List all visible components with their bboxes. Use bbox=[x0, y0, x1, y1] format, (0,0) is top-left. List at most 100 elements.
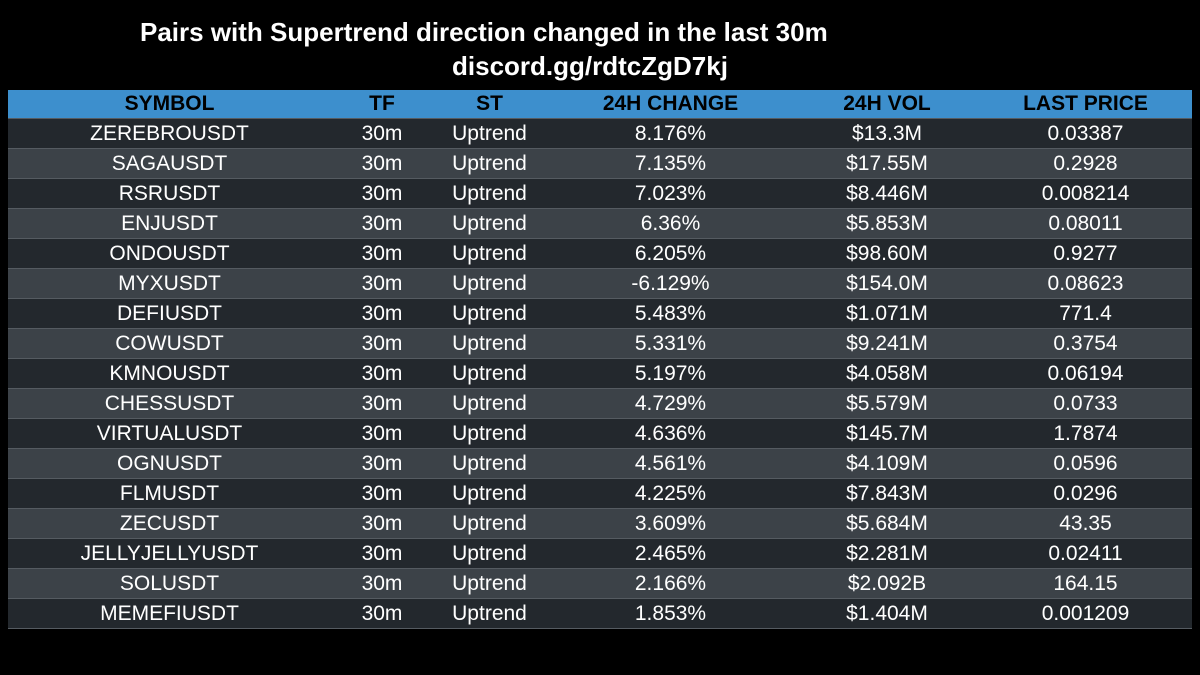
cell-24h-change: 7.023% bbox=[546, 178, 795, 209]
cell-last-price: 0.06194 bbox=[979, 358, 1192, 389]
cell-tf: 30m bbox=[331, 268, 433, 299]
discord-link-text: discord.gg/rdtcZgD7kj bbox=[452, 51, 728, 81]
table-row: KMNOUSDT 30m Uptrend 5.197% $4.058M 0.06194 bbox=[8, 358, 1192, 389]
cell-st: Uptrend bbox=[433, 358, 546, 389]
cell-tf: 30m bbox=[331, 508, 433, 539]
cell-24h-vol: $2.092B bbox=[795, 568, 979, 599]
cell-tf: 30m bbox=[331, 358, 433, 389]
cell-tf: 30m bbox=[331, 388, 433, 419]
table-row: OGNUSDT 30m Uptrend 4.561% $4.109M 0.0596 bbox=[8, 448, 1192, 479]
cell-symbol: SAGAUSDT bbox=[8, 148, 331, 179]
cell-st: Uptrend bbox=[433, 148, 546, 179]
cell-24h-vol: $4.058M bbox=[795, 358, 979, 389]
column-header-symbol: SYMBOL bbox=[8, 90, 331, 119]
cell-last-price: 0.02411 bbox=[979, 538, 1192, 569]
cell-24h-vol: $2.281M bbox=[795, 538, 979, 569]
cell-last-price: 43.35 bbox=[979, 508, 1192, 539]
cell-24h-change: 5.197% bbox=[546, 358, 795, 389]
cell-24h-vol: $13.3M bbox=[795, 118, 979, 149]
cell-24h-vol: $1.071M bbox=[795, 298, 979, 329]
table-row: COWUSDT 30m Uptrend 5.331% $9.241M 0.3754 bbox=[8, 328, 1192, 359]
cell-symbol: MEMEFIUSDT bbox=[8, 598, 331, 629]
cell-st: Uptrend bbox=[433, 478, 546, 509]
cell-24h-change: 4.729% bbox=[546, 388, 795, 419]
cell-st: Uptrend bbox=[433, 118, 546, 149]
cell-st: Uptrend bbox=[433, 208, 546, 239]
table-row: SAGAUSDT 30m Uptrend 7.135% $17.55M 0.2928 bbox=[8, 148, 1192, 179]
cell-last-price: 0.08623 bbox=[979, 268, 1192, 299]
column-header-last-price: LAST PRICE bbox=[979, 90, 1192, 119]
table-row: DEFIUSDT 30m Uptrend 5.483% $1.071M 771.4 bbox=[8, 298, 1192, 329]
cell-st: Uptrend bbox=[433, 178, 546, 209]
cell-symbol: COWUSDT bbox=[8, 328, 331, 359]
table-row: ENJUSDT 30m Uptrend 6.36% $5.853M 0.08011 bbox=[8, 208, 1192, 239]
cell-symbol: MYXUSDT bbox=[8, 268, 331, 299]
cell-24h-change: 3.609% bbox=[546, 508, 795, 539]
column-header-24h-vol: 24H VOL bbox=[795, 90, 979, 119]
cell-24h-vol: $4.109M bbox=[795, 448, 979, 479]
cell-st: Uptrend bbox=[433, 418, 546, 449]
cell-symbol: ZEREBROUSDT bbox=[8, 118, 331, 149]
cell-symbol: SOLUSDT bbox=[8, 568, 331, 599]
cell-24h-change: 2.465% bbox=[546, 538, 795, 569]
cell-24h-change: 5.483% bbox=[546, 298, 795, 329]
cell-tf: 30m bbox=[331, 598, 433, 629]
cell-last-price: 0.03387 bbox=[979, 118, 1192, 149]
cell-24h-change: 1.853% bbox=[546, 598, 795, 629]
cell-symbol: ENJUSDT bbox=[8, 208, 331, 239]
cell-last-price: 0.0733 bbox=[979, 388, 1192, 419]
cell-tf: 30m bbox=[331, 178, 433, 209]
cell-24h-vol: $154.0M bbox=[795, 268, 979, 299]
cell-symbol: OGNUSDT bbox=[8, 448, 331, 479]
cell-tf: 30m bbox=[331, 148, 433, 179]
cell-24h-vol: $9.241M bbox=[795, 328, 979, 359]
table-body: ZEREBROUSDT 30m Uptrend 8.176% $13.3M 0.03387… bbox=[8, 118, 1192, 629]
cell-symbol: ZECUSDT bbox=[8, 508, 331, 539]
cell-last-price: 0.2928 bbox=[979, 148, 1192, 179]
column-header-st: ST bbox=[433, 90, 546, 119]
column-header-24h-change: 24H CHANGE bbox=[546, 90, 795, 119]
cell-tf: 30m bbox=[331, 238, 433, 269]
cell-24h-vol: $5.684M bbox=[795, 508, 979, 539]
cell-st: Uptrend bbox=[433, 508, 546, 539]
table-row: JELLYJELLYUSDT 30m Uptrend 2.465% $2.281M 0.0… bbox=[8, 538, 1192, 569]
cell-symbol: ONDOUSDT bbox=[8, 238, 331, 269]
cell-st: Uptrend bbox=[433, 298, 546, 329]
cell-symbol: DEFIUSDT bbox=[8, 298, 331, 329]
cell-symbol: CHESSUSDT bbox=[8, 388, 331, 419]
cell-24h-change: 2.166% bbox=[546, 568, 795, 599]
table-header-row: SYMBOL TF ST 24H CHANGE 24H VOL LAST PRI… bbox=[8, 90, 1192, 119]
cell-last-price: 771.4 bbox=[979, 298, 1192, 329]
cell-tf: 30m bbox=[331, 418, 433, 449]
cell-tf: 30m bbox=[331, 478, 433, 509]
table-row: ZECUSDT 30m Uptrend 3.609% $5.684M 43.35 bbox=[8, 508, 1192, 539]
cell-24h-change: 8.176% bbox=[546, 118, 795, 149]
cell-tf: 30m bbox=[331, 118, 433, 149]
cell-24h-change: 4.225% bbox=[546, 478, 795, 509]
table-row: MYXUSDT 30m Uptrend -6.129% $154.0M 0.08623 bbox=[8, 268, 1192, 299]
cell-st: Uptrend bbox=[433, 538, 546, 569]
cell-symbol: VIRTUALUSDT bbox=[8, 418, 331, 449]
cell-tf: 30m bbox=[331, 328, 433, 359]
cell-24h-vol: $7.843M bbox=[795, 478, 979, 509]
cell-24h-change: 6.205% bbox=[546, 238, 795, 269]
cell-24h-vol: $17.55M bbox=[795, 148, 979, 179]
cell-24h-change: 7.135% bbox=[546, 148, 795, 179]
cell-symbol: RSRUSDT bbox=[8, 178, 331, 209]
cell-24h-vol: $8.446M bbox=[795, 178, 979, 209]
cell-symbol: FLMUSDT bbox=[8, 478, 331, 509]
cell-st: Uptrend bbox=[433, 268, 546, 299]
cell-last-price: 0.3754 bbox=[979, 328, 1192, 359]
cell-last-price: 0.0596 bbox=[979, 448, 1192, 479]
cell-tf: 30m bbox=[331, 538, 433, 569]
cell-last-price: 164.15 bbox=[979, 568, 1192, 599]
cell-last-price: 0.008214 bbox=[979, 178, 1192, 209]
cell-symbol: KMNOUSDT bbox=[8, 358, 331, 389]
table-row: RSRUSDT 30m Uptrend 7.023% $8.446M 0.008214 bbox=[8, 178, 1192, 209]
cell-st: Uptrend bbox=[433, 388, 546, 419]
cell-24h-change: 5.331% bbox=[546, 328, 795, 359]
cell-tf: 30m bbox=[331, 568, 433, 599]
page-title: Pairs with Supertrend direction changed … bbox=[140, 17, 828, 47]
cell-24h-vol: $5.579M bbox=[795, 388, 979, 419]
cell-last-price: 0.0296 bbox=[979, 478, 1192, 509]
